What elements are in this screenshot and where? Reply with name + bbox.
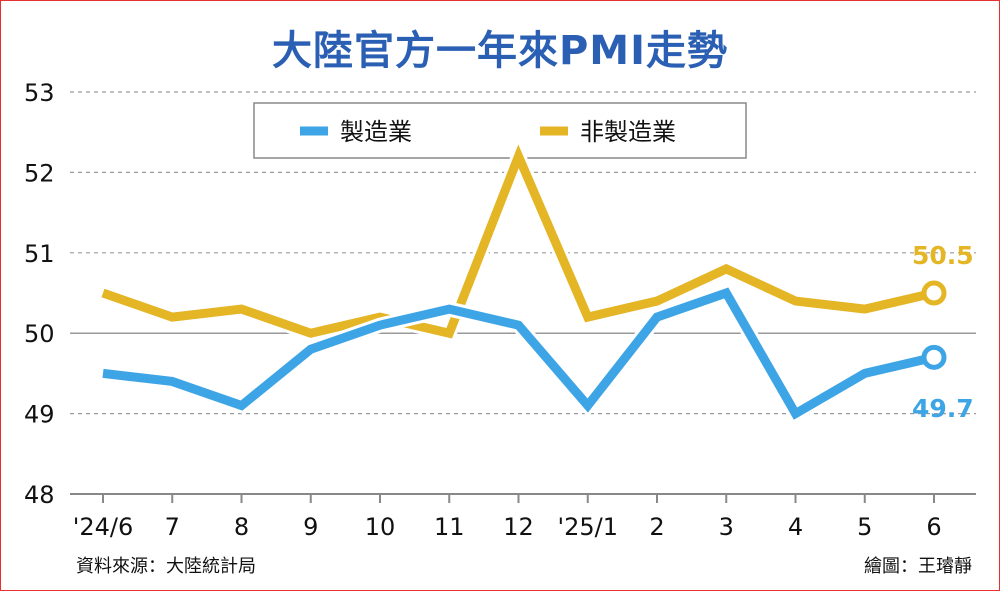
x-tick-label: 9	[303, 513, 318, 541]
legend: 製造業 非製造業	[253, 102, 747, 159]
series-endpoint-non-manufacturing	[921, 280, 947, 306]
x-tick-label: 3	[719, 513, 734, 541]
y-tick-label: 49	[24, 401, 55, 429]
x-tick-label: 5	[857, 513, 872, 541]
x-tick-label: 4	[788, 513, 803, 541]
x-tick-label: 7	[165, 513, 180, 541]
series-line-manufacturing	[102, 287, 936, 420]
legend-label-manufacturing: 製造業	[340, 118, 412, 146]
chart-title: 大陸官方一年來PMI走勢	[271, 28, 728, 74]
y-tick-label: 51	[24, 240, 55, 268]
series-line-non-manufacturing	[101, 144, 936, 339]
x-tick-label: '25/1	[558, 513, 619, 541]
y-tick-label: 50	[24, 320, 55, 348]
credit-note: 繪圖：王璿靜	[864, 556, 972, 577]
y-tick-label: 52	[24, 159, 55, 187]
legend-box	[253, 102, 747, 159]
x-tick-label: 10	[365, 513, 396, 541]
legend-label-non-manufacturing: 非製造業	[580, 118, 676, 146]
x-tick-labels: '24/6 7 8 9 10 11 12 '25/1 2 3 4 5 6	[73, 513, 942, 541]
series-endpoint-manufacturing	[921, 344, 947, 370]
y-tick-label: 48	[24, 481, 55, 509]
x-tick-label: 6	[926, 513, 941, 541]
x-tick-label: 12	[503, 513, 534, 541]
source-note: 資料來源：大陸統計局	[76, 556, 256, 577]
x-tick-label: '24/6	[73, 513, 134, 541]
x-tick-label: 2	[649, 513, 664, 541]
end-label-manufacturing: 49.7	[912, 394, 974, 423]
y-tick-label: 53	[24, 79, 55, 107]
x-tick-label: 11	[434, 513, 465, 541]
x-tick-label: 8	[234, 513, 249, 541]
series-lines	[100, 136, 947, 424]
end-label-non-manufacturing: 50.5	[912, 241, 974, 270]
y-tick-labels: 48 49 50 51 52 53	[24, 79, 55, 509]
axes	[70, 493, 976, 503]
